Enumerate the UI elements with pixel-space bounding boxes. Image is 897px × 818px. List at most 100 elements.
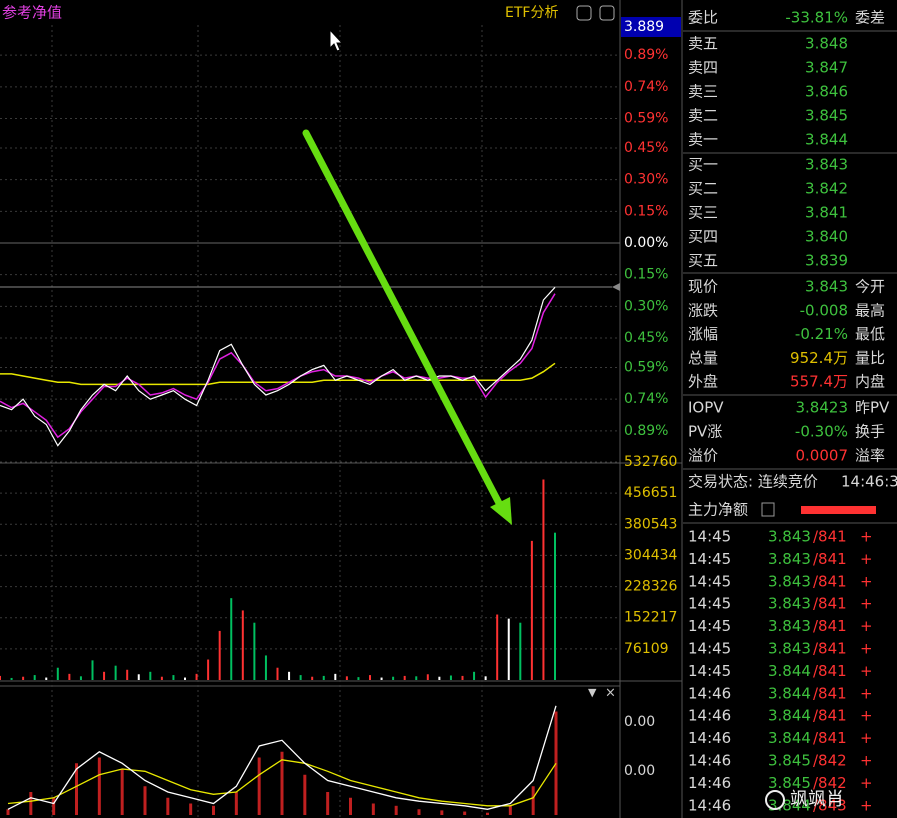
y-tick-label: 0.30%	[624, 298, 668, 314]
field-value: 952.4万	[790, 349, 848, 367]
field-value: 3.841	[805, 204, 848, 222]
field-value: 3.844	[805, 131, 848, 149]
y-tick-label: 0.00%	[624, 235, 668, 251]
field-value: 3.846	[805, 83, 848, 101]
volume-bar	[45, 677, 48, 680]
volume-bar	[426, 674, 429, 680]
indicator-bar	[326, 792, 330, 815]
volume-bar	[542, 479, 545, 680]
trade-price: 3.844	[768, 729, 811, 747]
indicator-bar	[371, 803, 375, 815]
field-value: 3.839	[805, 252, 848, 270]
field-value: 3.845	[805, 107, 848, 125]
trade-time: 14:46	[688, 796, 731, 814]
volume-bar	[461, 675, 464, 680]
field-value: 3.8423	[796, 399, 849, 417]
volume-bar	[299, 675, 302, 680]
flow-icon[interactable]	[761, 502, 775, 517]
trade-side: +	[860, 796, 873, 814]
dropdown-icon[interactable]: ▼	[588, 686, 597, 699]
trade-time: 14:45	[688, 662, 731, 680]
volume-bar	[496, 614, 499, 680]
field-label: 买三	[688, 204, 718, 222]
trade-price: 3.844	[768, 684, 811, 702]
indicator-line	[7, 759, 557, 807]
volume-bar	[56, 667, 59, 680]
trade-volume: /841	[813, 528, 847, 546]
trade-time: 14:45	[688, 640, 731, 658]
field-label: 卖四	[688, 59, 718, 77]
field-label: 卖三	[688, 83, 718, 101]
volume-bar	[172, 675, 175, 680]
indicator-bar	[531, 786, 535, 815]
volume-bar	[103, 671, 106, 680]
indicator-bar	[508, 805, 512, 815]
indicator-bar	[6, 809, 10, 815]
field-label: PV涨	[688, 423, 722, 441]
trade-volume: /841	[813, 640, 847, 658]
line-nav-line	[0, 293, 556, 439]
trade-volume: /841	[813, 729, 847, 747]
expand-icon[interactable]	[576, 5, 592, 21]
trade-volume: /841	[813, 617, 847, 635]
field-label: 涨幅	[688, 325, 718, 343]
field-value: -33.81%	[785, 9, 848, 27]
trade-side: +	[860, 572, 873, 590]
indicator-bar	[280, 751, 284, 815]
y-tick-label: 0.74%	[624, 391, 668, 407]
field-label: 外盘	[688, 373, 718, 391]
trade-side: +	[860, 528, 873, 546]
y-tick-label: 456651	[624, 485, 677, 501]
trade-price: 3.845	[768, 774, 811, 792]
y-tick-label: 0.00	[624, 763, 655, 779]
indicator-bar	[417, 809, 421, 815]
field-label: 卖五	[688, 35, 718, 53]
indicator-bar	[166, 797, 170, 815]
field-label: 最高	[855, 301, 885, 319]
field-label: 溢率	[855, 447, 885, 465]
toggle-icon[interactable]	[599, 5, 615, 21]
trade-time: 14:45	[688, 617, 731, 635]
indicator-bar	[463, 811, 467, 815]
y-tick-label: 0.45%	[624, 330, 668, 346]
volume-bar	[484, 676, 487, 680]
y-tick-label: 0.59%	[624, 110, 668, 126]
y-tick-label: 380543	[624, 516, 677, 532]
y-tick-label: 0.45%	[624, 140, 668, 156]
field-value: 3.840	[805, 228, 848, 246]
field-value: 3.842	[805, 180, 848, 198]
close-icon[interactable]: ×	[605, 686, 616, 701]
field-value: 557.4万	[790, 373, 848, 391]
volume-bar	[33, 675, 36, 680]
indicator-bar	[440, 810, 444, 815]
indicator-bar	[189, 803, 193, 815]
field-label: 买一	[688, 156, 718, 174]
volume-bar	[334, 673, 337, 680]
volume-bar	[288, 671, 291, 680]
status-time: 14:46:3	[841, 473, 897, 491]
indicator-bar	[143, 786, 147, 815]
volume-bar	[554, 532, 556, 680]
chart-content: 0.89% 0.74% 0.59% 0.45% 0.30% 0.15% 0.00% 0.15%…	[0, 9, 897, 815]
volume-bar	[195, 673, 198, 680]
annotation-arrow	[302, 129, 512, 525]
field-label: 溢价	[688, 447, 718, 465]
indicator-bar	[349, 797, 352, 815]
field-value: 3.848	[805, 35, 848, 53]
main-flow-label: 主力净额	[688, 501, 748, 519]
trade-price: 3.843	[768, 640, 811, 658]
field-label: 量比	[855, 349, 885, 367]
volume-bar	[160, 676, 163, 680]
trade-time: 14:46	[688, 707, 731, 725]
etf-button[interactable]: ETF分析	[505, 5, 558, 21]
volume-bar	[507, 618, 510, 680]
volume-bar	[530, 540, 533, 680]
volume-bar	[137, 674, 140, 680]
volume-bar	[207, 659, 210, 680]
field-label: 卖二	[688, 107, 718, 125]
field-label: 总量	[688, 349, 718, 367]
volume-bar	[345, 676, 348, 680]
volume-bar	[449, 675, 452, 680]
field-label: 最低	[855, 325, 885, 343]
trade-side: +	[860, 662, 873, 680]
